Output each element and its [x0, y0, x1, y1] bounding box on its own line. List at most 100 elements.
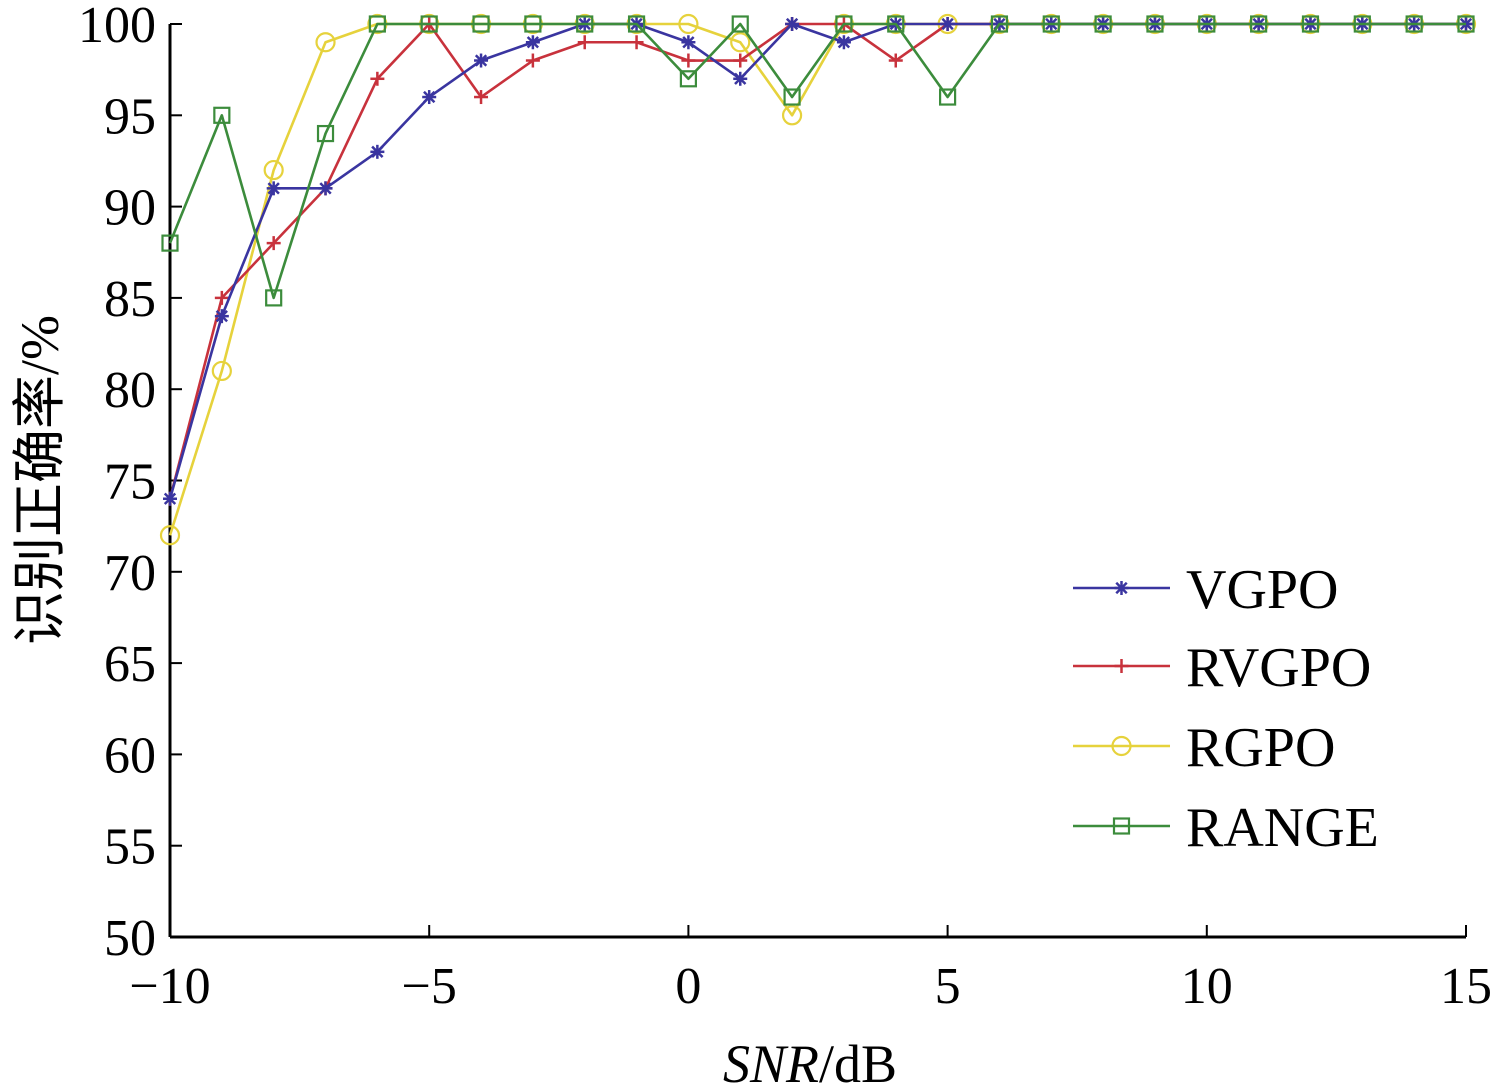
- data-point: [733, 71, 748, 86]
- y-tick-label: 70: [104, 545, 156, 602]
- data-point: [525, 53, 540, 68]
- data-point: [888, 53, 903, 68]
- data-point: [629, 35, 644, 50]
- legend-item-vgpo: VGPO: [1073, 559, 1338, 621]
- data-point: [266, 181, 281, 196]
- data-point: [1114, 659, 1129, 673]
- data-point: [576, 15, 594, 33]
- data-point: [1405, 15, 1423, 33]
- data-point: [211, 360, 232, 382]
- data-point: [1301, 15, 1320, 33]
- legend: VGPO RVGPO RGPO RANGE: [1073, 559, 1379, 859]
- legend-label: VGPO: [1186, 559, 1338, 621]
- series-line: [168, 22, 1466, 500]
- data-point: [990, 15, 1009, 33]
- x-axis-label: SNR/dB: [723, 1034, 897, 1089]
- data-point: [730, 32, 751, 53]
- data-point: [474, 53, 489, 68]
- data-point: [315, 32, 336, 53]
- data-point: [1353, 15, 1371, 33]
- data-point: [159, 525, 181, 546]
- x-tick-label: 10: [1181, 958, 1233, 1015]
- data-point: [214, 309, 229, 324]
- data-point: [214, 290, 229, 305]
- data-point: [420, 15, 438, 33]
- series-rgpo: [159, 13, 1477, 546]
- series-line: [168, 22, 1466, 300]
- data-point: [681, 53, 696, 68]
- data-point: [368, 15, 386, 33]
- data-point: [1112, 817, 1131, 835]
- series-rvgpo: [163, 17, 1473, 506]
- data-point: [266, 236, 281, 251]
- data-point: [213, 106, 231, 124]
- data-point: [265, 289, 283, 307]
- data-point: [263, 159, 284, 181]
- data-point: [474, 90, 489, 105]
- y-tick-label: 95: [104, 88, 156, 145]
- x-tick-label: 15: [1440, 958, 1492, 1015]
- data-point: [887, 15, 905, 33]
- y-tick-label: 80: [104, 362, 156, 419]
- data-point: [577, 35, 592, 50]
- data-point: [1198, 15, 1216, 33]
- legend-item-rvgpo: RVGPO: [1073, 637, 1371, 699]
- data-point: [472, 15, 490, 33]
- x-axis-label-unit: /dB: [819, 1034, 897, 1089]
- legend-label: RGPO: [1186, 717, 1335, 779]
- series-line: [168, 22, 1466, 500]
- y-tick-label: 50: [104, 910, 156, 967]
- data-point: [835, 15, 853, 33]
- series-vgpo: [163, 17, 1473, 506]
- y-tick-label: 75: [104, 454, 156, 511]
- data-point: [733, 53, 748, 68]
- y-tick-label: 60: [104, 727, 156, 784]
- data-point: [1250, 15, 1268, 33]
- x-tick-label: −10: [129, 958, 210, 1015]
- x-tick-label: −5: [402, 958, 457, 1015]
- x-axis-label-quantity: SNR: [723, 1034, 819, 1089]
- data-point: [524, 15, 542, 33]
- legend-label: RANGE: [1186, 797, 1379, 859]
- data-point: [940, 17, 955, 31]
- data-point: [731, 15, 749, 33]
- data-point: [785, 17, 800, 31]
- legend-label: RVGPO: [1186, 637, 1371, 699]
- data-point: [422, 90, 437, 105]
- data-point: [938, 88, 957, 106]
- data-point: [1042, 15, 1060, 33]
- series-range: [161, 15, 1475, 307]
- data-point: [1146, 15, 1164, 33]
- y-tick-label: 55: [104, 819, 156, 876]
- data-point: [681, 35, 696, 50]
- series-line: [168, 22, 1466, 536]
- x-tick-label: 5: [935, 958, 961, 1015]
- data-point: [1111, 735, 1132, 757]
- y-tick-label: 65: [104, 636, 156, 693]
- data-point: [1457, 15, 1475, 33]
- data-point: [627, 15, 646, 33]
- data-point: [318, 181, 333, 196]
- y-tick-label: 85: [104, 271, 156, 328]
- data-point: [316, 124, 335, 143]
- data-point: [1094, 15, 1112, 33]
- legend-item-rgpo: RGPO: [1073, 717, 1335, 779]
- data-point: [163, 491, 177, 506]
- data-point: [525, 35, 540, 50]
- data-point: [781, 105, 803, 126]
- y-tick-label: 100: [78, 0, 156, 54]
- data-point: [370, 144, 385, 159]
- data-point: [678, 13, 699, 35]
- axes: −10 −5 0 5 10 15 50 55 60 65 70 75 80 85 90 95 100: [78, 0, 1492, 1015]
- data-point: [836, 35, 851, 50]
- y-tick-label: 90: [104, 180, 156, 237]
- data-point: [370, 71, 385, 86]
- data-point: [783, 88, 801, 106]
- x-tick-label: 0: [675, 958, 701, 1015]
- series-layer: [159, 13, 1477, 546]
- legend-item-range: RANGE: [1073, 797, 1379, 859]
- y-axis-label: 识别正确率/%: [10, 315, 70, 645]
- data-point: [679, 70, 698, 88]
- data-point: [161, 234, 179, 252]
